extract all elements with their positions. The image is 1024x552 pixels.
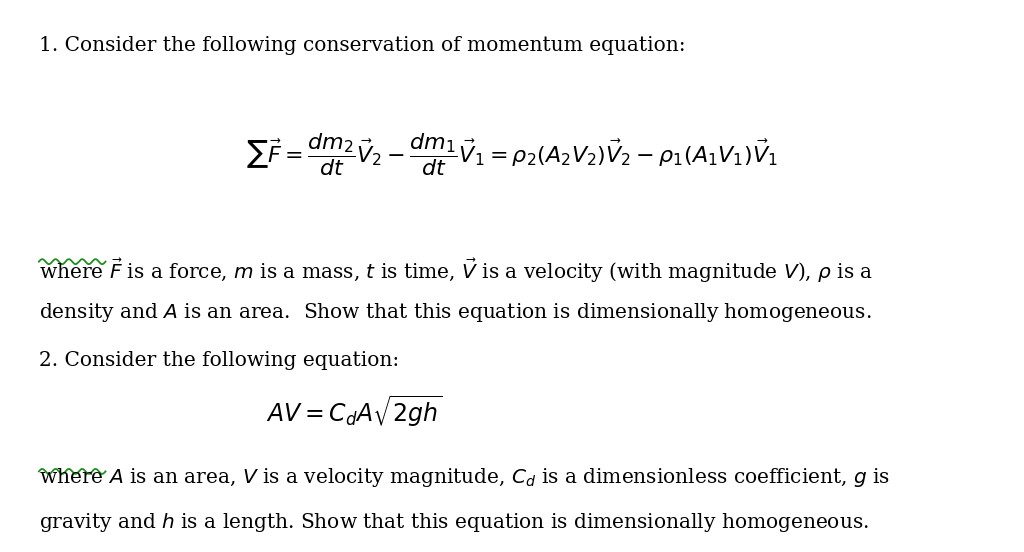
Text: where $\vec{F}$ is a force, $m$ is a mass, $t$ is time, $\vec{V}$ is a velocity : where $\vec{F}$ is a force, $m$ is a mas… (39, 257, 873, 285)
Text: gravity and $h$ is a length. Show that this equation is dimensionally homogeneou: gravity and $h$ is a length. Show that t… (39, 511, 868, 534)
Text: where $A$ is an area, $V$ is a velocity magnitude, $C_d$ is a dimensionless coef: where $A$ is an area, $V$ is a velocity … (39, 466, 890, 490)
Text: 1. Consider the following conservation of momentum equation:: 1. Consider the following conservation o… (39, 36, 685, 55)
Text: 2. Consider the following equation:: 2. Consider the following equation: (39, 351, 399, 369)
Text: $AV = C_d A\sqrt{2gh}$: $AV = C_d A\sqrt{2gh}$ (266, 394, 442, 429)
Text: density and $A$ is an area.  Show that this equation is dimensionally homogeneou: density and $A$ is an area. Show that th… (39, 301, 871, 324)
Text: $\sum\vec{F} = \dfrac{dm_2}{dt}\vec{V}_2 - \dfrac{dm_1}{dt}\vec{V}_1 = \rho_2(A_: $\sum\vec{F} = \dfrac{dm_2}{dt}\vec{V}_2… (246, 131, 778, 178)
